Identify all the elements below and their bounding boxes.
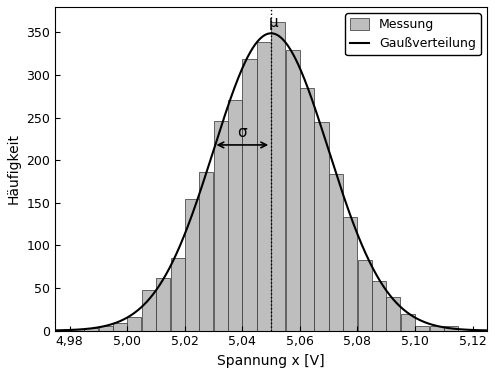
- Bar: [214, 121, 228, 331]
- Gaußverteilung: [397, 304, 403, 309]
- Text: σ: σ: [238, 125, 247, 140]
- Bar: [99, 326, 113, 331]
- Bar: [113, 323, 127, 331]
- Line: Gaußverteilung: Gaußverteilung: [55, 33, 487, 330]
- Gaußverteilung: [390, 296, 396, 300]
- Bar: [329, 174, 343, 331]
- Bar: [257, 42, 271, 331]
- Gaußverteilung: [268, 31, 274, 36]
- Legend: Messung, Gaußverteilung: Messung, Gaußverteilung: [345, 13, 481, 55]
- Bar: [156, 278, 170, 331]
- Bar: [415, 326, 429, 331]
- Bar: [170, 258, 185, 331]
- Bar: [343, 217, 357, 331]
- Gaußverteilung: [227, 98, 233, 103]
- Bar: [271, 22, 285, 331]
- Bar: [357, 260, 372, 331]
- Bar: [300, 88, 314, 331]
- Bar: [70, 329, 84, 331]
- Y-axis label: Häufigkeit: Häufigkeit: [7, 133, 21, 204]
- Gaußverteilung: [97, 325, 102, 329]
- Bar: [401, 314, 415, 331]
- Bar: [228, 100, 242, 331]
- Gaußverteilung: [484, 328, 490, 333]
- Bar: [387, 297, 400, 331]
- Bar: [430, 326, 444, 331]
- Bar: [243, 59, 256, 331]
- Gaußverteilung: [349, 218, 355, 222]
- Bar: [444, 326, 458, 331]
- Bar: [185, 200, 199, 331]
- Gaußverteilung: [52, 328, 58, 333]
- Gaußverteilung: [243, 59, 248, 64]
- Bar: [127, 317, 142, 331]
- Bar: [286, 50, 300, 331]
- Bar: [142, 290, 156, 331]
- Bar: [372, 281, 386, 331]
- Bar: [84, 328, 99, 331]
- Text: μ: μ: [269, 15, 279, 30]
- Bar: [314, 122, 329, 331]
- Bar: [199, 172, 213, 331]
- X-axis label: Spannung x [V]: Spannung x [V]: [217, 354, 325, 368]
